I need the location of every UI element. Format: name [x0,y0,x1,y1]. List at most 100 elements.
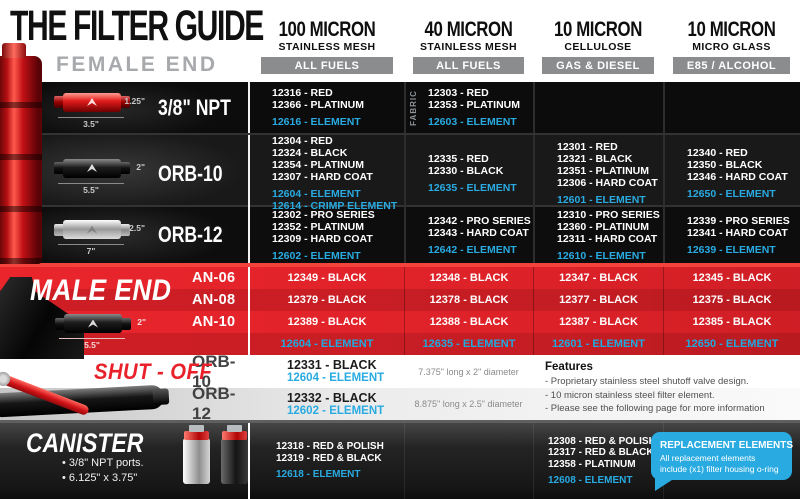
canister-spec-bullets: • 3/8" NPT ports. • 6.125" x 3.75" [62,457,144,484]
micron-rating: 10 MICRON [554,18,642,41]
element-part-numbers: 12602 - ELEMENT [272,249,361,262]
features-list: - Proprietary stainless steel shutoff va… [545,376,765,414]
port-type-label: AN-10 [192,314,236,330]
row-header-orb12: 2.5" 7" ORB-12 [0,207,250,263]
cell-canister-100micron: 12318 - RED & POLISH 12319 - RED & BLACK… [250,423,404,499]
part-numbers: 12318 - RED & POLISH 12319 - RED & BLACK [276,441,384,464]
media-type: MICRO GLASS [692,41,771,53]
port-type-label: ORB-12 [192,384,236,423]
port-type-label: ORB-10 [192,351,236,391]
element-part-numbers: 12639 - ELEMENT [687,243,776,256]
row-header-an10: AN-10 [0,311,250,333]
row-header-canister: CANISTER • 3/8" NPT ports. • 6.125" x 3.… [0,423,250,499]
part-numbers: 12301 - RED 12321 - BLACK 12351 - PLATIN… [557,141,658,189]
row-header-shutoff-orb10: ORB-10 [0,352,250,391]
cell-orb12-40micron: 12342 - PRO SERIES 12343 - HARD COAT 126… [404,207,533,263]
element-part-number: 12601 - ELEMENT [533,333,663,355]
canister-product-photos [183,425,248,484]
filter-cylinder-graphic [55,314,131,333]
shut-off-section-label: SHUT - OFF [94,359,213,384]
part-numbers: 12339 - PRO SERIES 12341 - HARD COAT [687,214,790,239]
part-numbers: 12310 - PRO SERIES 12360 - PLATINUM 1231… [557,208,660,245]
cell-an08-10micron-cellulose: 12377 - BLACK [533,289,663,311]
part-numbers: 12308 - RED & POLISH 12317 - RED & BLACK… [548,435,656,470]
size-description: 7.375" long x 2" diameter [418,366,519,377]
aeromotive-logo-icon [87,98,97,106]
cell-orb10-100micron: 12304 - RED 12324 - BLACK 12354 - PLATIN… [250,135,404,212]
element-part-number: 12602 - ELEMENT [287,404,385,417]
fabric-note: FABRIC [409,89,418,126]
row-header-an06: AN-06 [0,267,250,289]
element-part-numbers: 12603 - ELEMENT [428,116,517,128]
height-dimension-label: 1.25" [124,95,145,106]
title-block: THE FILTER GUIDE FEMALE END [0,0,264,82]
cell-an10-100micron: 12389 - BLACK [287,316,367,328]
filter-cylinder-graphic [54,92,130,112]
height-dimension-label: 2.5" [129,223,145,233]
canister-silver-graphic [183,425,210,484]
cell-orb10-10micron-glass: 12340 - RED 12350 - BLACK 12346 - HARD C… [663,135,800,212]
element-part-number: 12650 - ELEMENT [663,333,800,355]
fuel-compatibility-badge: GAS & DIESEL [542,57,654,74]
table-row-orb10: 2" 5.5" ORB-10 12304 - RED 12324 - BLACK… [0,133,800,212]
size-description: 8.875" long x 2.5" diameter [414,399,523,409]
canister-section-label: CANISTER [26,428,144,458]
cell-orb10-10micron-cellulose: 12301 - RED 12321 - BLACK 12351 - PLATIN… [533,135,663,212]
cell-orb10-40micron: 12335 - RED 12330 - BLACK 12635 - ELEMEN… [404,135,533,212]
fuel-compatibility-badge: ALL FUELS [413,57,524,74]
part-numbers: 12340 - RED 12350 - BLACK 12346 - HARD C… [687,147,788,183]
element-part-numbers: 12635 - ELEMENT [428,182,517,194]
cell-an08-10micron-glass: 12375 - BLACK [663,289,800,311]
cell-shutoff-orb12-parts: 12332 - BLACK 12602 - ELEMENT [250,388,404,420]
table-row-an08: AN-08 12379 - BLACK 12378 - BLACK 12377 … [0,289,800,311]
female-end-section-label: FEMALE END [56,53,218,76]
row-header-orb10: 2" 5.5" ORB-10 [0,135,250,212]
aeromotive-logo-icon [88,319,98,328]
column-header-10-micron-cellulose: 10 MICRON CELLULOSE GAS & DIESEL [533,0,663,82]
cell-an10-40micron: 12388 - BLACK [404,311,533,333]
row-header-shutoff-orb12: ORB-12 [0,384,250,423]
cell-an10-10micron-cellulose: 12387 - BLACK [533,311,663,333]
column-header-10-micron-micro-glass: 10 MICRON MICRO GLASS E85 / ALCOHOL [663,0,800,82]
filter-product-image-chrome: 2.5" 7" [52,213,145,257]
filter-product-image-red: 1.25" 3.5" [52,86,145,130]
part-numbers: 12303 - RED 12353 - PLATINUM [428,87,520,111]
element-part-numbers: 12601 - ELEMENT [557,194,646,206]
part-numbers: 12335 - RED 12330 - BLACK [428,153,504,177]
filter-cylinder-graphic [54,220,130,239]
element-part-numbers: 12618 - ELEMENT [276,469,361,481]
element-part-numbers: 12642 - ELEMENT [428,243,517,256]
micron-rating: 100 MICRON [278,18,376,41]
features-title: Features [545,361,593,373]
callout-body: All replacement elements include (x1) fi… [660,453,779,474]
cell-npt-40micron: FABRIC 12303 - RED 12353 - PLATINUM 1260… [404,82,533,133]
cell-an08-40micron: 12378 - BLACK [404,289,533,311]
part-numbers: 12304 - RED 12324 - BLACK 12354 - PLATIN… [272,135,373,183]
cell-an06-40micron: 12348 - BLACK [404,267,533,289]
port-type-label: 3/8" NPT [158,94,231,120]
cell-an06-100micron: 12349 - BLACK [287,272,367,284]
callout-title: REPLACEMENT ELEMENTS [660,439,794,451]
media-type: CELLULOSE [564,41,632,53]
aeromotive-logo-icon [87,225,97,234]
cell-canister-10micron-cellulose: 12308 - RED & POLISH 12317 - RED & BLACK… [533,423,663,499]
filter-cylinder-graphic [54,158,130,178]
male-end-section-label: MALE END [30,274,172,307]
row-header-38-npt: 1.25" 3.5" 3/8" NPT [0,82,250,133]
table-row-male-elements: 12604 - ELEMENT 12635 - ELEMENT 12601 - … [0,333,800,355]
cell-an10-10micron-glass: 12385 - BLACK [663,311,800,333]
fuel-compatibility-badge: E85 / ALCOHOL [672,57,791,74]
row-header-male-elements [0,333,250,355]
replacement-elements-callout: REPLACEMENT ELEMENTS All replacement ele… [651,432,794,491]
header: THE FILTER GUIDE FEMALE END 100 MICRON S… [0,0,800,82]
cell-orb12-100micron: 12302 - PRO SERIES 12352 - PLATINUM 1230… [250,207,404,263]
canister-section: CANISTER • 3/8" NPT ports. • 6.125" x 3.… [0,420,800,499]
cell-npt-10micron-glass-empty [663,82,800,133]
part-number: 12331 - BLACK [287,358,377,372]
cell-npt-100micron: 12316 - RED 12366 - PLATINUM 12616 - ELE… [250,82,404,133]
micron-rating: 10 MICRON [687,18,776,41]
cell-canister-40micron-empty [404,423,533,499]
element-part-numbers: 12650 - ELEMENT [687,188,776,200]
cell-orb12-10micron-glass: 12339 - PRO SERIES 12341 - HARD COAT 126… [663,207,800,263]
table-row-38-npt: 1.25" 3.5" 3/8" NPT 12316 - RED 12366 - … [0,82,800,133]
